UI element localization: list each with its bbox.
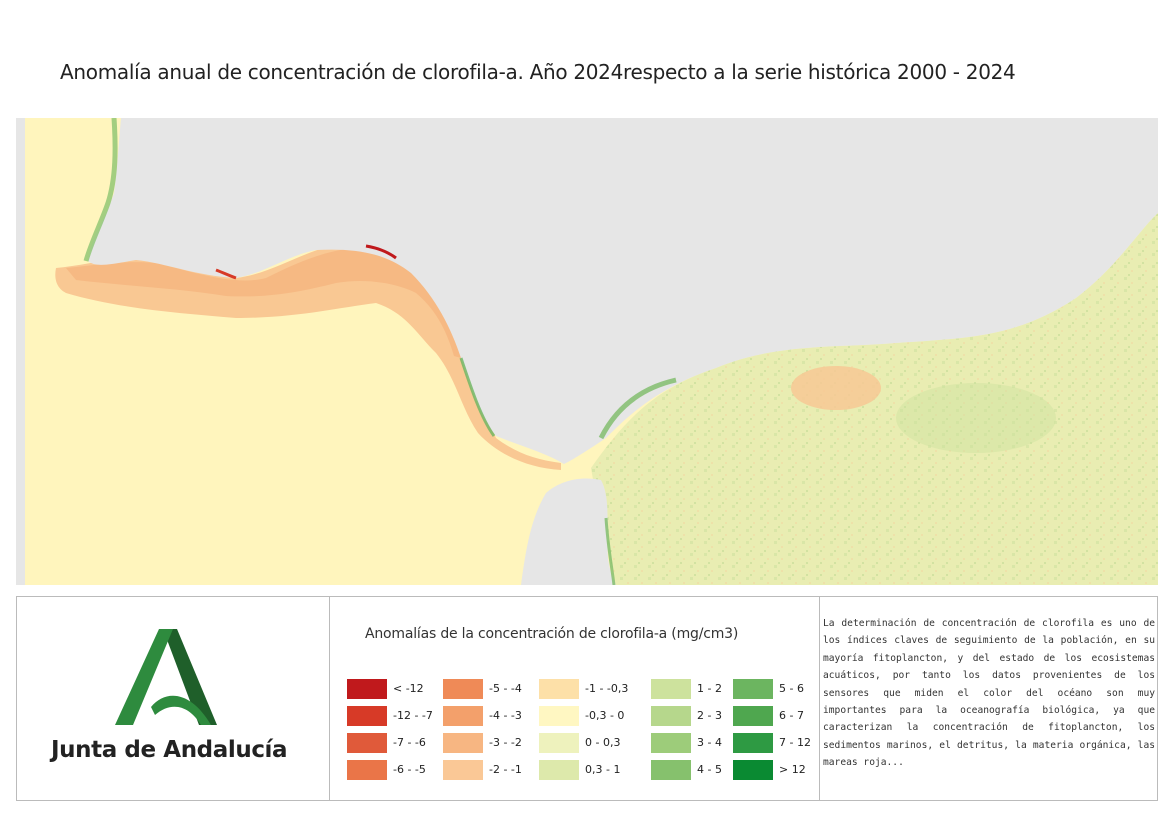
legend-label: < -12	[393, 682, 424, 695]
coast-fringe-mediterranean	[598, 377, 677, 440]
legend-swatch	[733, 706, 773, 726]
legend-swatch	[651, 706, 691, 726]
legend-swatch	[347, 733, 387, 753]
coast-fringe-africa	[604, 517, 616, 585]
description-text: La determinación de concentración de clo…	[823, 618, 1155, 769]
legend-label: -0,3 - 0	[585, 709, 625, 722]
north-africa-land	[521, 478, 616, 585]
legend-label: -2 - -1	[489, 763, 522, 776]
legend-swatch	[539, 760, 579, 780]
legend-label: 0 - 0,3	[585, 736, 621, 749]
legend: Anomalías de la concentración de clorofi…	[329, 597, 820, 801]
legend-label: -12 - -7	[393, 709, 433, 722]
legend-label: 7 - 12	[779, 736, 811, 749]
legend-label: -4 - -3	[489, 709, 522, 722]
legend-swatch	[733, 733, 773, 753]
page-title: Anomalía anual de concentración de cloro…	[60, 60, 1016, 84]
legend-swatch	[733, 760, 773, 780]
legend-swatch	[651, 733, 691, 753]
legend-label: -7 - -6	[393, 736, 426, 749]
legend-swatch	[539, 706, 579, 726]
legend-swatch	[443, 760, 483, 780]
legend-swatch	[347, 679, 387, 699]
coast-fringe-strait	[459, 357, 496, 437]
info-panel: Junta de Andalucía Anomalías de la conce…	[16, 596, 1158, 801]
legend-swatch	[443, 679, 483, 699]
legend-swatch	[539, 679, 579, 699]
no-data-strip	[16, 118, 25, 585]
alboran-positive-patch	[896, 383, 1056, 453]
legend-label: 6 - 7	[779, 709, 804, 722]
legend-swatch	[347, 760, 387, 780]
legend-swatch	[539, 733, 579, 753]
legend-label: 5 - 6	[779, 682, 804, 695]
alboran-negative-patch	[791, 366, 881, 410]
iberian-peninsula-land	[88, 118, 1158, 464]
junta-andalucia-logo-icon	[115, 629, 217, 725]
atlantic-coast-inner-band	[66, 248, 461, 358]
coast-fringe-north-atlantic	[83, 118, 118, 262]
legend-label: 0,3 - 1	[585, 763, 621, 776]
legend-title: Anomalías de la concentración de clorofi…	[365, 626, 739, 642]
logo-text: Junta de Andalucía	[51, 737, 288, 763]
negative-anomaly-hotspot	[365, 244, 397, 260]
logo-box: Junta de Andalucía	[17, 597, 330, 801]
legend-label: > 12	[779, 763, 806, 776]
legend-swatch	[651, 679, 691, 699]
legend-label: 2 - 3	[697, 709, 722, 722]
legend-label: 3 - 4	[697, 736, 722, 749]
legend-swatch	[651, 760, 691, 780]
legend-label: -5 - -4	[489, 682, 522, 695]
legend-label: -1 - -0,3	[585, 682, 629, 695]
legend-swatch	[443, 733, 483, 753]
legend-label: 4 - 5	[697, 763, 722, 776]
legend-label: 1 - 2	[697, 682, 722, 695]
legend-swatch	[733, 679, 773, 699]
negative-anomaly-hotspot-2	[215, 268, 237, 280]
legend-swatch	[347, 706, 387, 726]
legend-swatch	[443, 706, 483, 726]
legend-label: -3 - -2	[489, 736, 522, 749]
legend-label: -6 - -5	[393, 763, 426, 776]
chlorophyll-anomaly-map	[16, 118, 1158, 585]
